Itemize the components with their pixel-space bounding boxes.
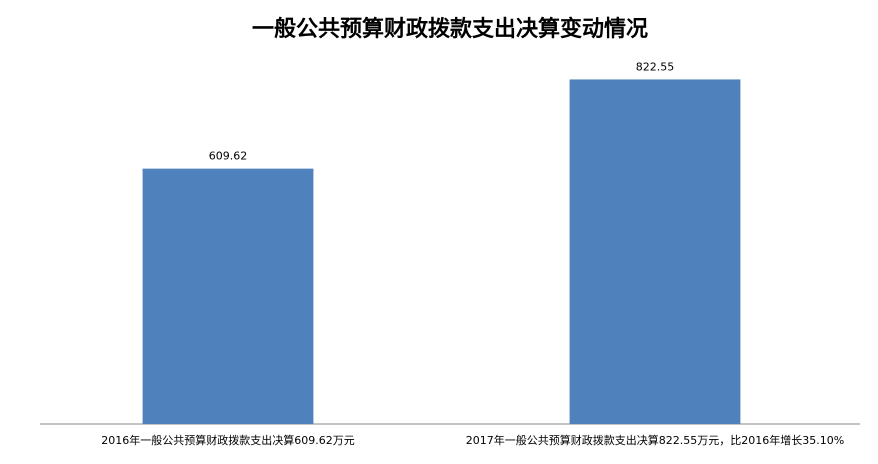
bar <box>142 168 314 424</box>
chart-title: 一般公共预算财政拨款支出决算变动情况 <box>252 16 648 42</box>
value-label: 822.55 <box>636 60 675 73</box>
x-tick-label: 2017年一般公共预算财政拨款支出决算822.55万元，比2016年增长35.1… <box>466 433 844 447</box>
value-label: 609.62 <box>209 150 248 163</box>
x-tick-label: 2016年一般公共预算财政拨款支出决算609.62万元 <box>101 433 354 447</box>
bar <box>569 79 741 425</box>
